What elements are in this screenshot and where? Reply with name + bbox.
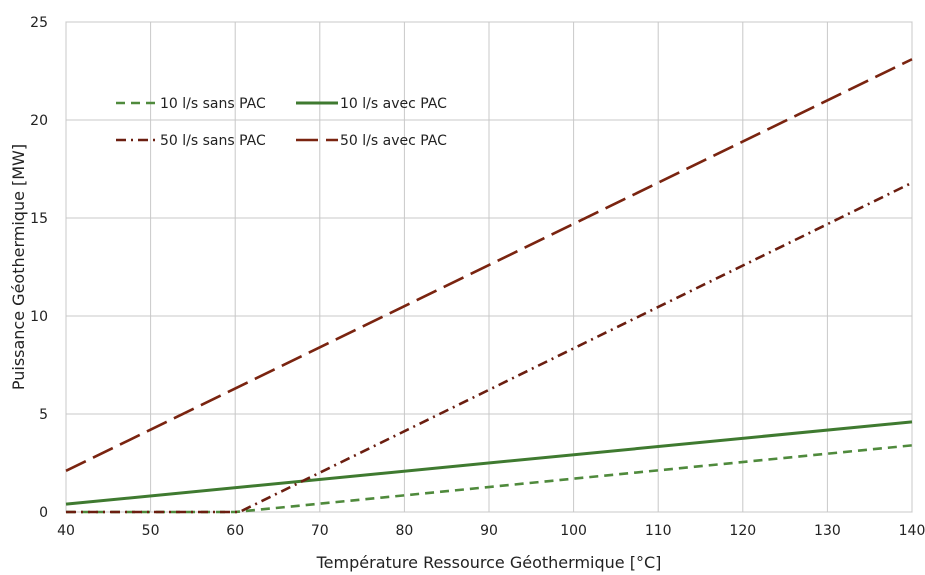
y-tick-label: 15: [30, 211, 48, 227]
legend-label: 50 l/s sans PAC: [160, 133, 266, 149]
x-tick-label: 50: [142, 523, 160, 539]
y-tick-label: 20: [30, 113, 48, 129]
y-tick-label: 5: [39, 407, 48, 423]
y-axis-title: Puissance Géothermique [MW]: [9, 144, 28, 390]
legend: 10 l/s sans PAC 10 l/s avec PAC 50 l/s san…: [116, 96, 447, 149]
series-layer: [65, 58, 913, 514]
x-axis-title: Température Ressource Géothermique [°C]: [316, 553, 662, 572]
x-tick-label: 130: [814, 523, 841, 539]
series-line-2: [65, 420, 913, 506]
x-tick-label: 110: [645, 523, 672, 539]
legend-label: 10 l/s avec PAC: [340, 96, 447, 112]
legend-label: 50 l/s avec PAC: [340, 133, 447, 149]
x-tick-label: 80: [395, 523, 413, 539]
series-line-4: [65, 58, 913, 473]
x-tick-label: 120: [729, 523, 756, 539]
y-tick-label: 0: [39, 505, 48, 521]
y-tick-label: 10: [30, 309, 48, 325]
y-tick-label: 25: [30, 15, 48, 31]
x-tick-label: 100: [560, 523, 587, 539]
x-tick-label: 140: [899, 523, 925, 539]
legend-label: 10 l/s sans PAC: [160, 96, 266, 112]
grid: [65, 21, 913, 513]
x-tick-label: 40: [57, 523, 75, 539]
x-axis-ticks: 40 50 60 70 80 90 100 110 120 130 140: [57, 523, 925, 539]
y-axis-ticks: 0 5 10 15 20 25: [30, 15, 48, 521]
x-tick-label: 60: [226, 523, 244, 539]
x-tick-label: 70: [311, 523, 329, 539]
x-tick-label: 90: [480, 523, 498, 539]
